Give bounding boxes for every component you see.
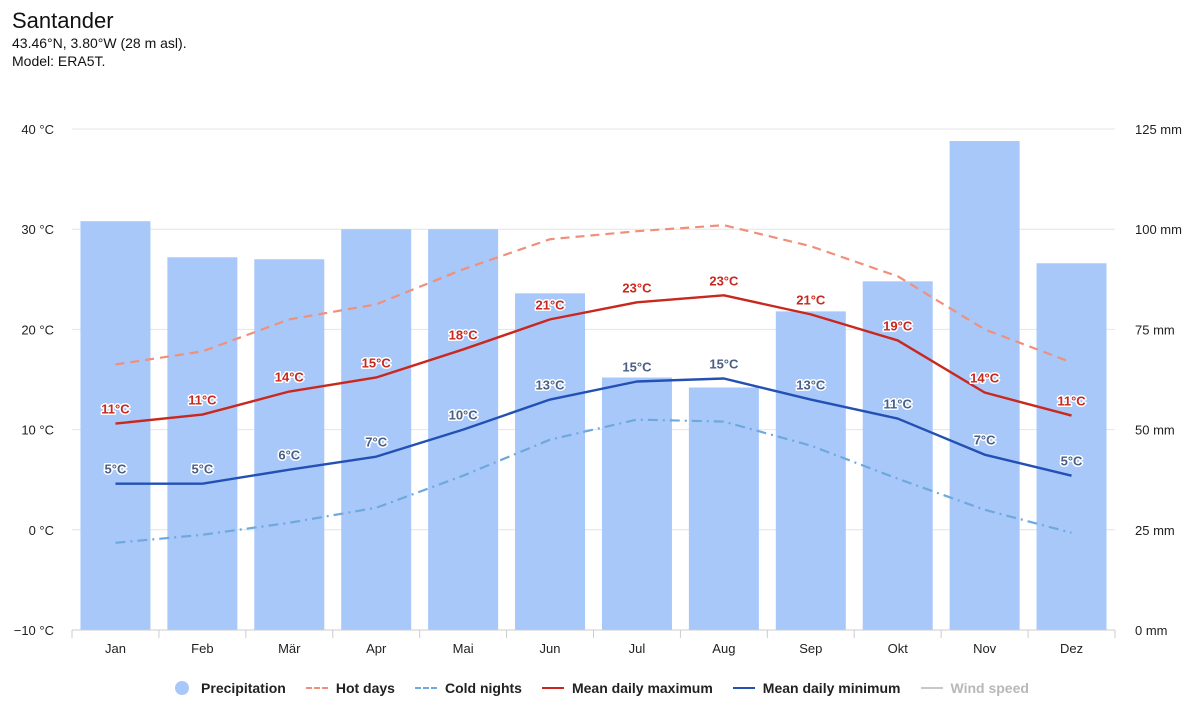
precipitation-bar [167, 257, 238, 630]
precipitation-bar [775, 311, 846, 630]
mean-max-data-label: 11°C [101, 402, 130, 417]
precipitation-bar [601, 377, 672, 630]
cold-nights-line [115, 418, 1072, 544]
y-left-tick-label: 10 °C [21, 423, 54, 438]
mean-max-data-label: 14°C [275, 370, 305, 385]
legend-label-mean-min: Mean daily minimum [762, 680, 901, 696]
mean-max-data-label: 23°C [622, 280, 652, 295]
precipitation-bar [515, 293, 586, 630]
legend-precipitation[interactable]: Precipitation [171, 680, 286, 696]
y-left-tick-label: 20 °C [21, 322, 54, 337]
mean-min-data-label: 5°C [191, 462, 213, 477]
x-tick-label: Apr [366, 641, 387, 656]
precipitation-bar [949, 141, 1020, 631]
x-tick-label: Sep [799, 641, 822, 656]
y-left-tick-label: 30 °C [21, 222, 54, 237]
cold-nights-legend-symbol [414, 681, 437, 695]
mean-max-data-label: 11°C [188, 393, 217, 408]
hot-days-line [115, 224, 1072, 366]
legend-label-cold-nights: Cold nights [444, 680, 522, 696]
mean-min-data-label: 10°C [449, 408, 479, 423]
location-coordinates: 43.46°N, 3.80°W (28 m asl). [12, 35, 187, 51]
mean-max-data-label: 15°C [362, 355, 392, 370]
y-left-tick-label: 40 °C [21, 122, 54, 137]
model-label: Model: ERA5T. [12, 53, 106, 69]
precipitation-bar [254, 259, 325, 630]
chart-legend: Precipitation Hot days Cold nights Mean … [0, 676, 1200, 700]
y-right-tick-label: 75 mm [1135, 322, 1175, 337]
precipitation-bar [341, 229, 412, 630]
legend-wind-speed[interactable]: Wind speed [920, 680, 1029, 696]
y-right-tick-label: 50 mm [1135, 423, 1175, 438]
hot-days-legend-symbol [305, 681, 328, 695]
precipitation-bar [688, 387, 759, 630]
mean-max-data-label: 23°C [709, 273, 739, 288]
mean-min-data-label: 5°C [105, 462, 127, 477]
mean-max-data-label: 21°C [796, 292, 826, 307]
precipitation-bar [80, 221, 151, 630]
x-tick-label: Jan [105, 641, 126, 656]
y-left-tick-label: 0 °C [29, 523, 54, 538]
x-tick-label: Mai [453, 641, 474, 656]
precipitation-bar [1036, 263, 1107, 630]
wind-speed-legend-symbol [920, 681, 943, 695]
chart-header: Santander 43.46°N, 3.80°W (28 m asl). Mo… [12, 8, 187, 70]
mean-min-line [115, 377, 1072, 485]
mean-min-data-label: 7°C [365, 435, 387, 450]
mean-min-data-label: 13°C [796, 378, 826, 393]
x-tick-label: Jun [540, 641, 561, 656]
x-tick-label: Okt [888, 641, 909, 656]
x-tick-label: Feb [191, 641, 213, 656]
legend-mean-daily-maximum[interactable]: Mean daily maximum [541, 680, 713, 696]
mean-min-data-label: 5°C [1061, 454, 1083, 469]
precipitation-legend-symbol [171, 681, 193, 695]
chart-title: Santander [12, 8, 114, 33]
mean-min-data-label: 7°C [974, 433, 996, 448]
mean-min-data-label: 13°C [536, 378, 566, 393]
mean-max-data-label: 18°C [449, 327, 479, 342]
mean-min-data-label: 6°C [278, 448, 300, 463]
mean-min-legend-symbol [732, 681, 755, 695]
legend-label-mean-max: Mean daily maximum [571, 680, 713, 696]
mean-max-legend-symbol [541, 681, 564, 695]
mean-min-data-label: 15°C [709, 356, 739, 371]
legend-label-precipitation: Precipitation [201, 680, 286, 696]
y-right-tick-label: 25 mm [1135, 523, 1175, 538]
legend-label-wind-speed: Wind speed [950, 680, 1029, 696]
mean-max-data-label: 19°C [883, 318, 913, 333]
y-right-tick-label: 0 mm [1135, 623, 1168, 638]
x-tick-label: Dez [1060, 641, 1083, 656]
legend-cold-nights[interactable]: Cold nights [414, 680, 522, 696]
legend-mean-daily-minimum[interactable]: Mean daily minimum [732, 680, 901, 696]
legend-hot-days[interactable]: Hot days [305, 680, 395, 696]
y-left-tick-label: −10 °C [14, 623, 54, 638]
x-tick-label: Aug [712, 641, 735, 656]
mean-max-data-label: 21°C [536, 297, 566, 312]
x-tick-label: Nov [973, 641, 997, 656]
mean-min-data-label: 11°C [884, 397, 913, 412]
x-tick-label: Jul [629, 641, 646, 656]
mean-max-data-label: 14°C [970, 371, 1000, 386]
x-tick-label: Mär [278, 641, 301, 656]
y-right-tick-label: 100 mm [1135, 222, 1182, 237]
legend-label-hot-days: Hot days [335, 680, 395, 696]
mean-max-data-label: 11°C [1057, 394, 1086, 409]
mean-max-line [115, 294, 1072, 425]
y-right-tick-label: 125 mm [1135, 122, 1182, 137]
climate-chart: 40 °C 30 °C 20 °C 10 °C 0 °C −10 °C 125 mm 100 … [14, 122, 1182, 656]
mean-min-data-label: 15°C [622, 360, 652, 375]
